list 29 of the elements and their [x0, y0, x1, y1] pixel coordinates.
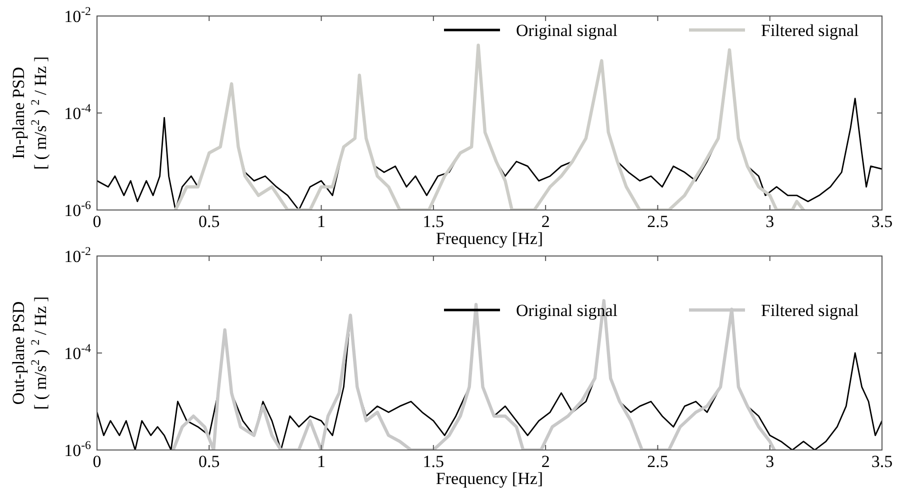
x-axis-title: Frequency [Hz]	[436, 469, 544, 488]
x-tick-label: 1	[317, 212, 326, 231]
x-axis-title: Frequency [Hz]	[436, 229, 544, 248]
legend-label: Filtered signal	[761, 21, 860, 40]
y-tick-label: 10$^{-4}$	[64, 341, 92, 363]
x-tick-label: 3	[766, 452, 774, 471]
y-tick-label: 10$^{-4}$	[64, 101, 92, 123]
legend-label: Filtered signal	[761, 301, 860, 320]
x-tick-label: 0	[92, 212, 102, 231]
legend-label: Original signal	[516, 21, 618, 40]
y-tick-label: 10$^{-6}$	[64, 438, 92, 460]
x-tick-label: 3.5	[871, 452, 893, 471]
legend-label: Original signal	[516, 301, 618, 320]
y-tick-label: 10$^{-2}$	[64, 4, 92, 26]
x-tick-label: 1.5	[422, 212, 444, 231]
x-tick-label: 3.5	[871, 212, 893, 231]
x-tick-label: 2.5	[647, 452, 668, 471]
x-tick-label: 0.5	[198, 452, 220, 471]
y-tick-label: 10$^{-6}$	[64, 198, 92, 220]
x-tick-label: 3	[766, 212, 774, 231]
x-tick-label: 1.5	[422, 452, 444, 471]
x-tick-label: 2.5	[647, 212, 668, 231]
y-tick-label: 10$^{-2}$	[64, 244, 92, 266]
x-tick-label: 1	[317, 452, 326, 471]
x-tick-label: 2	[541, 212, 550, 231]
x-tick-label: 0.5	[198, 212, 220, 231]
x-tick-label: 2	[541, 452, 550, 471]
x-tick-label: 0	[92, 452, 102, 471]
line-series	[174, 44, 806, 210]
